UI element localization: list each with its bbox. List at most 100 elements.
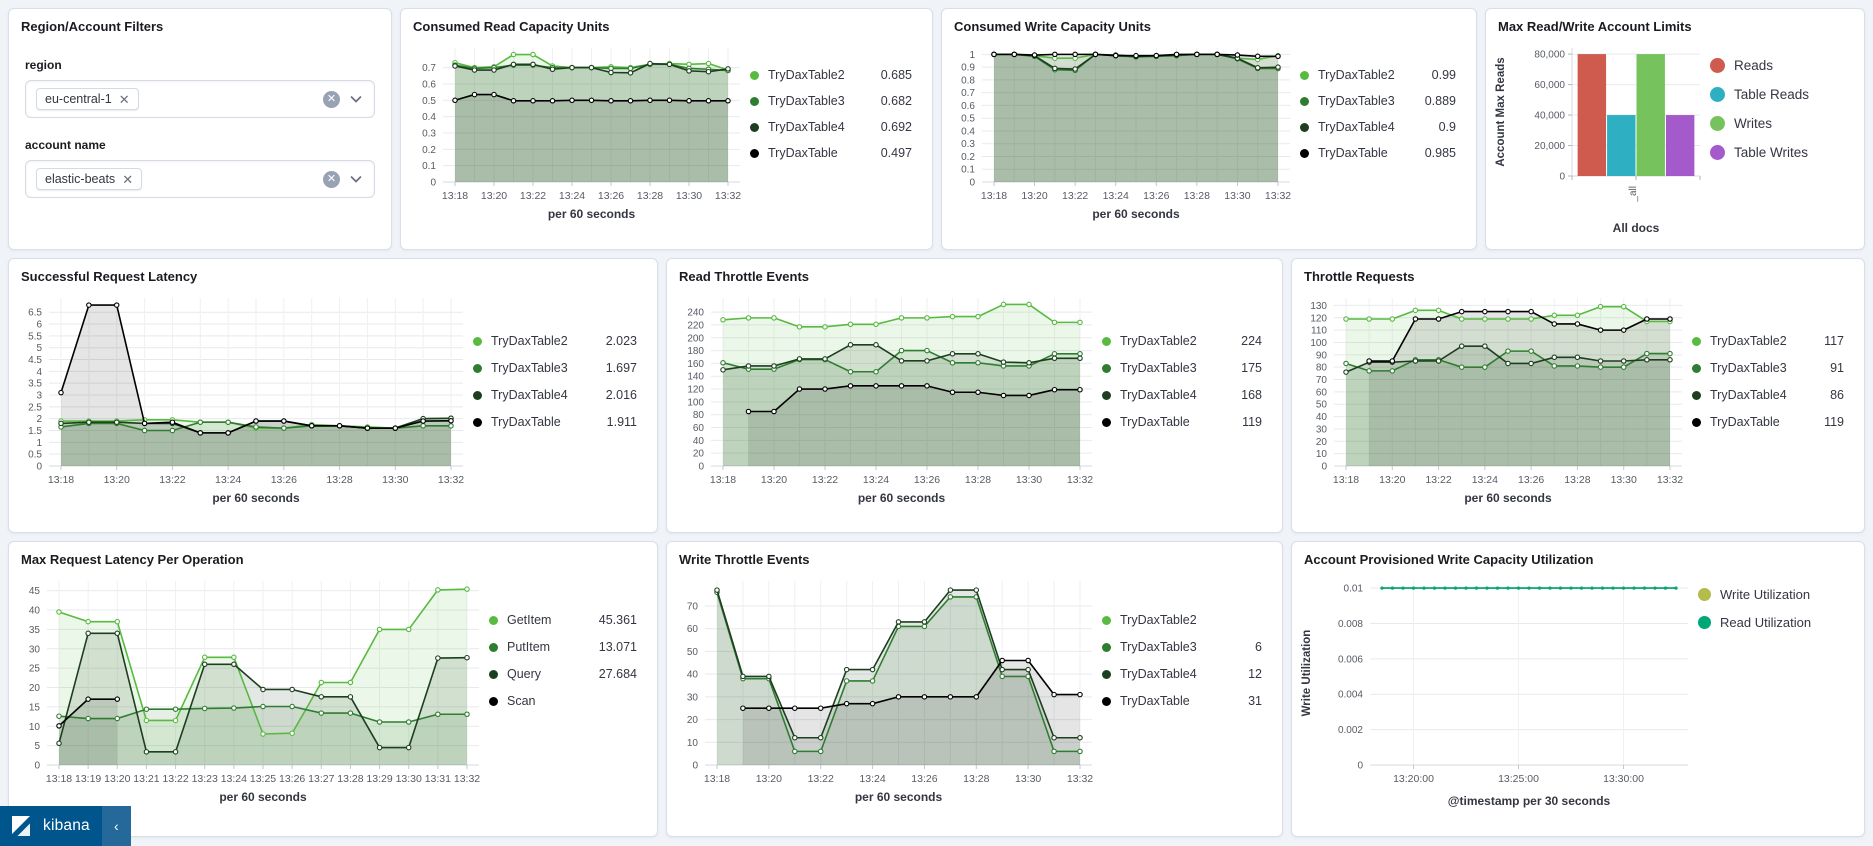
remove-region-chip-icon[interactable]: ✕ (118, 91, 130, 107)
legend-item-putitem[interactable]: PutItem 13.071 (489, 640, 637, 654)
legend-item-trydaxtable[interactable]: TryDaxTable 1.911 (473, 415, 637, 429)
legend-series-name: TryDaxTable3 (1318, 94, 1395, 108)
svg-text:13:25:00: 13:25:00 (1498, 773, 1539, 785)
legend-series-value: 1.697 (605, 361, 637, 375)
legend-item-trydaxtable3[interactable]: TryDaxTable3 0.682 (750, 94, 912, 108)
request-latency-chart[interactable]: 0 0.5 1 1.5 2 2.5 3 3.5 4 4.5 5 5.5 6 6.5 13:18 13:20 13… (13, 288, 473, 514)
legend-item-trydaxtable[interactable]: TryDaxTable 119 (1102, 415, 1262, 429)
panel-throttle-requests: Throttle Requests 0 10 20 30 40 50 60 70 80 90 100… (1291, 258, 1865, 533)
svg-text:13:24: 13:24 (221, 773, 247, 785)
write-throttle-chart[interactable]: 0 10 20 30 40 50 60 70 13:18 13:20 13:22 13:24 13:26… (671, 571, 1102, 813)
legend-item-trydaxtable2[interactable]: TryDaxTable2 (1102, 613, 1262, 627)
legend-item-trydaxtable2[interactable]: TryDaxTable2 0.99 (1300, 68, 1456, 82)
account-limits-chart[interactable]: 0 20,000 40,000 60,000 80,000 _all All docs Acc… (1490, 38, 1710, 242)
svg-text:13:20: 13:20 (104, 773, 130, 785)
panel-consumed-read-capacity-units: Consumed Read Capacity Units 0 0.1 0.2 0.3 0… (400, 8, 933, 250)
legend-item-trydaxtable4[interactable]: TryDaxTable4 168 (1102, 388, 1262, 402)
panel-account-provisioned-write-capacity-utilization: Account Provisioned Write Capacity Utili… (1291, 541, 1865, 837)
svg-text:_all: _all (1628, 186, 1639, 203)
legend-item-writes[interactable]: Writes (1710, 116, 1844, 131)
svg-text:13:30: 13:30 (1015, 773, 1041, 785)
series-color-dot (1102, 336, 1111, 346)
legend-item-trydaxtable2[interactable]: TryDaxTable2 117 (1692, 334, 1844, 348)
account-combobox[interactable]: elastic-beats ✕ ✕ (25, 160, 375, 198)
svg-text:13:20: 13:20 (756, 773, 782, 785)
svg-text:6: 6 (36, 320, 42, 331)
legend-item-trydaxtable[interactable]: TryDaxTable 0.497 (750, 146, 912, 160)
legend-item-read-utilization[interactable]: Read Utilization (1698, 615, 1844, 630)
collapse-sidebar-button[interactable]: ‹ (101, 806, 131, 846)
legend-item-trydaxtable4[interactable]: TryDaxTable4 12 (1102, 667, 1262, 681)
legend-item-write-utilization[interactable]: Write Utilization (1698, 587, 1844, 602)
chevron-down-icon[interactable] (348, 91, 364, 107)
legend-item-trydaxtable4[interactable]: TryDaxTable4 86 (1692, 388, 1844, 402)
svg-text:80,000: 80,000 (1534, 50, 1565, 61)
svg-text:1: 1 (36, 438, 42, 449)
series-color-dot (489, 615, 498, 625)
legend-item-trydaxtable3[interactable]: TryDaxTable3 6 (1102, 640, 1262, 654)
legend-item-trydaxtable2[interactable]: TryDaxTable2 224 (1102, 334, 1262, 348)
legend-item-reads[interactable]: Reads (1710, 58, 1844, 73)
legend-item-trydaxtable2[interactable]: TryDaxTable2 0.685 (750, 68, 912, 82)
series-color-dot (1698, 616, 1711, 629)
read-throttle-chart[interactable]: 0 20 40 60 80 100 120 140 160 180 200 220 240 13:18 13… (671, 288, 1102, 514)
legend-item-trydaxtable3[interactable]: TryDaxTable3 1.697 (473, 361, 637, 375)
legend-series-value: 175 (1241, 361, 1262, 375)
clear-region-icon[interactable]: ✕ (323, 90, 340, 108)
legend-item-trydaxtable3[interactable]: TryDaxTable3 175 (1102, 361, 1262, 375)
legend-item-trydaxtable4[interactable]: TryDaxTable4 2.016 (473, 388, 637, 402)
legend-series-value: 0.682 (880, 94, 912, 108)
legend-series-value: 6 (1255, 640, 1262, 654)
series-color-dot (489, 642, 498, 652)
svg-text:13:30: 13:30 (396, 773, 422, 785)
svg-text:0.5: 0.5 (422, 96, 436, 107)
svg-text:60: 60 (1316, 387, 1328, 398)
clear-account-icon[interactable]: ✕ (323, 170, 340, 188)
write-utilization-chart[interactable]: 0 0.002 0.004 0.006 0.008 0.01 13:20:00 13:25:0… (1296, 571, 1698, 817)
svg-text:per 60 seconds: per 60 seconds (212, 491, 300, 505)
legend-item-trydaxtable3[interactable]: TryDaxTable3 0.889 (1300, 94, 1456, 108)
svg-text:13:24: 13:24 (863, 474, 889, 486)
legend-item-trydaxtable3[interactable]: TryDaxTable3 91 (1692, 361, 1844, 375)
legend-item-trydaxtable4[interactable]: TryDaxTable4 0.9 (1300, 120, 1456, 134)
svg-text:15: 15 (29, 702, 41, 713)
legend-series-name: Write Utilization (1720, 587, 1811, 602)
series-color-dot (750, 96, 759, 106)
legend-item-trydaxtable[interactable]: TryDaxTable 31 (1102, 694, 1262, 708)
legend-item-trydaxtable2[interactable]: TryDaxTable2 2.023 (473, 334, 637, 348)
panel-title: Max Request Latency Per Operation (21, 552, 244, 567)
remove-account-chip-icon[interactable]: ✕ (122, 171, 134, 187)
legend-item-trydaxtable[interactable]: TryDaxTable 0.985 (1300, 146, 1456, 160)
svg-text:2: 2 (36, 414, 42, 425)
series-color-dot (1300, 122, 1309, 132)
region-combobox[interactable]: eu-central-1 ✕ ✕ (25, 80, 375, 118)
consumed-read-chart[interactable]: 0 0.1 0.2 0.3 0.4 0.5 0.6 0.7 13:18 13:20 13:22 13:… (405, 38, 750, 230)
svg-text:30: 30 (1316, 424, 1328, 435)
svg-text:45: 45 (29, 586, 41, 597)
svg-text:0.5: 0.5 (961, 114, 975, 125)
legend-series-name: TryDaxTable3 (491, 361, 568, 375)
chevron-down-icon[interactable] (348, 171, 364, 187)
consumed-write-chart[interactable]: 0 0.1 0.2 0.3 0.4 0.5 0.6 0.7 0.8 0.9 1 13:18 13:20 1… (946, 38, 1300, 230)
max-latency-chart[interactable]: 0 5 10 15 20 25 30 35 40 45 13:18 13:19 13:20 13:21 13… (13, 571, 489, 813)
legend-series-value: 31 (1248, 694, 1262, 708)
legend-item-trydaxtable[interactable]: TryDaxTable 119 (1692, 415, 1844, 429)
series-color-dot (750, 70, 759, 80)
svg-text:25: 25 (29, 664, 41, 675)
throttle-requests-chart[interactable]: 0 10 20 30 40 50 60 70 80 90 100 110 120 130 13:18 13:2… (1296, 288, 1692, 514)
legend-item-query[interactable]: Query 27.684 (489, 667, 637, 681)
series-color-dot (1710, 116, 1725, 131)
legend-series-name: TryDaxTable4 (1318, 120, 1395, 134)
svg-text:0.7: 0.7 (422, 63, 436, 74)
legend-item-getitem[interactable]: GetItem 45.361 (489, 613, 637, 627)
series-color-dot (1692, 390, 1701, 400)
legend-item-scan[interactable]: Scan (489, 694, 637, 708)
legend-item-table-writes[interactable]: Table Writes (1710, 145, 1844, 160)
legend-series-name: PutItem (507, 640, 551, 654)
svg-text:180: 180 (687, 346, 704, 357)
legend-item-trydaxtable4[interactable]: TryDaxTable4 0.692 (750, 120, 912, 134)
svg-text:13:18: 13:18 (704, 773, 730, 785)
svg-text:13:32: 13:32 (454, 773, 480, 785)
svg-text:per 60 seconds: per 60 seconds (855, 790, 943, 804)
legend-item-table-reads[interactable]: Table Reads (1710, 87, 1844, 102)
